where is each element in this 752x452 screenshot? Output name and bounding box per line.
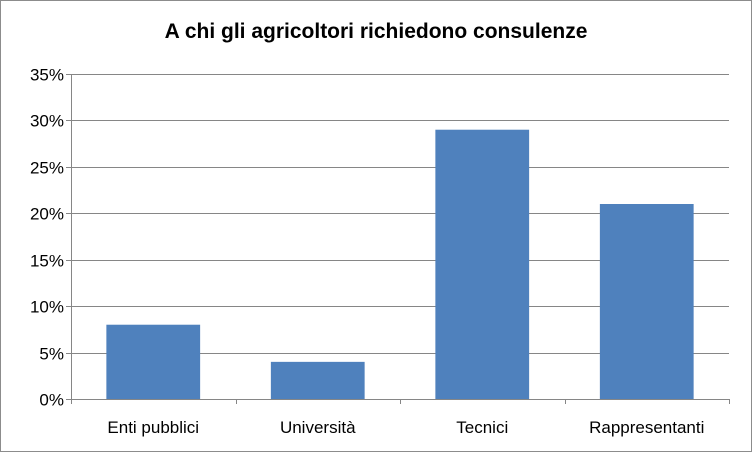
x-tick-label: Università [280,418,356,437]
y-tick-label: 0% [39,391,64,410]
tick-labels: 0% 5% 10% 15% 20% 25% 30% 35% Enti pubblici Unive… [30,66,704,438]
bar [599,204,694,399]
bars [106,129,694,399]
chart-title: A chi gli agricoltori richiedono consule… [164,20,588,43]
x-tick-label: Enti pubblici [107,418,199,437]
bar [270,361,365,399]
y-tick-label: 20% [30,205,64,224]
x-tick-label: Rappresentanti [589,418,704,437]
y-tick-label: 15% [30,252,64,271]
y-tick-label: 10% [30,298,64,317]
x-tick-label: Tecnici [456,418,508,437]
y-tick-label: 5% [39,345,64,364]
bar [435,129,530,399]
y-tick-label: 25% [30,159,64,178]
y-tick-label: 30% [30,112,64,131]
bar [106,324,201,399]
y-tick-label: 35% [30,66,64,85]
axes [66,74,730,404]
